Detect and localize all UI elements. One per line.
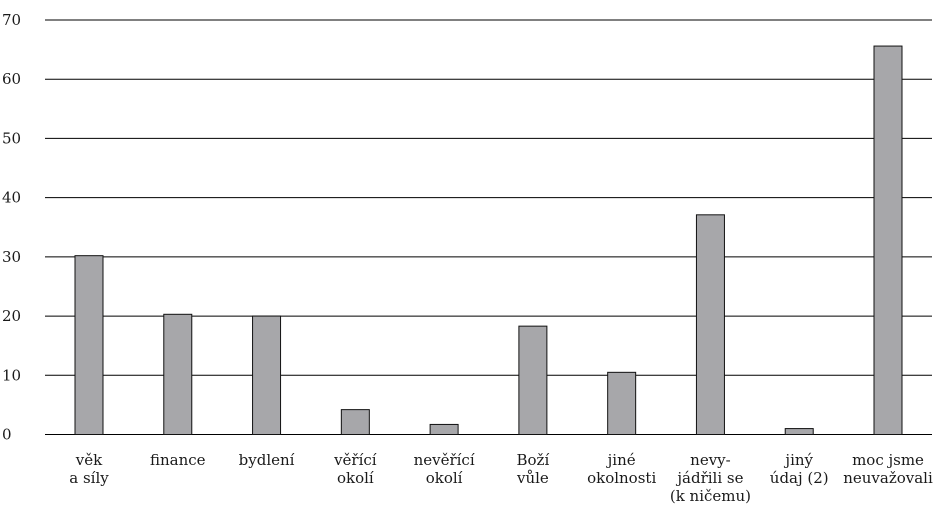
- x-category-label-line: nevěřící: [414, 451, 475, 469]
- x-category-label-line: nevy-: [690, 451, 731, 469]
- y-tick-label: 20: [2, 307, 21, 325]
- x-category-label-line: a síly: [69, 469, 109, 487]
- x-category-label-line: jiný: [783, 451, 813, 469]
- x-category-label-line: neuvažovali: [843, 469, 933, 487]
- x-category-label-line: okolnosti: [587, 469, 656, 487]
- y-tick-label: 0: [2, 426, 12, 444]
- bar: [340, 409, 370, 436]
- bar: [518, 325, 548, 435]
- x-category-label: bydlení: [239, 451, 295, 469]
- bar: [873, 45, 903, 435]
- bar: [429, 423, 459, 435]
- x-category-label: nevěřící okolí: [414, 451, 475, 487]
- x-category-label-line: okolí: [337, 469, 374, 487]
- x-category-label-line: bydlení: [239, 451, 295, 469]
- y-tick-label: 30: [2, 248, 21, 266]
- x-category-label: nevy-jádřili se (k ničemu): [670, 451, 751, 505]
- y-axis-tick-labels: 0 10 20 30 40 50 60 70: [2, 11, 21, 444]
- x-category-label-line: věřící: [333, 451, 377, 469]
- bar: [695, 214, 725, 435]
- x-category-label: věk a síly: [69, 451, 109, 487]
- bar: [252, 315, 282, 436]
- x-category-label-line: moc jsme: [852, 451, 924, 469]
- x-category-label-line: vůle: [516, 469, 549, 487]
- x-category-label-line: okolí: [426, 469, 463, 487]
- y-tick-label: 40: [2, 189, 21, 207]
- x-category-label: jiný údaj (2): [770, 451, 829, 487]
- x-category-label-line: údaj (2): [770, 469, 829, 487]
- x-category-label: moc jsme neuvažovali: [843, 451, 933, 487]
- bars: [74, 45, 903, 436]
- bar: [163, 313, 193, 436]
- x-category-label-line: Boží: [517, 451, 550, 469]
- bar: [74, 255, 104, 435]
- y-tick-label: 10: [2, 366, 21, 384]
- y-tick-label: 70: [2, 11, 21, 29]
- x-category-label: věřící okolí: [333, 451, 377, 487]
- bar: [607, 371, 637, 436]
- x-category-label: Boží vůle: [516, 451, 549, 487]
- bar: [784, 428, 814, 436]
- x-category-label-line: (k ničemu): [670, 487, 751, 505]
- y-tick-label: 50: [2, 129, 21, 147]
- x-category-label-line: věk: [75, 451, 103, 469]
- x-category-label-line: finance: [150, 451, 206, 469]
- gridlines: [45, 19, 932, 435]
- y-tick-label: 60: [2, 70, 21, 88]
- x-category-label: jiné okolnosti: [587, 451, 656, 487]
- x-category-label-line: jádřili se: [675, 469, 743, 487]
- x-category-label-line: jiné: [606, 451, 636, 469]
- x-category-label: finance: [150, 451, 206, 469]
